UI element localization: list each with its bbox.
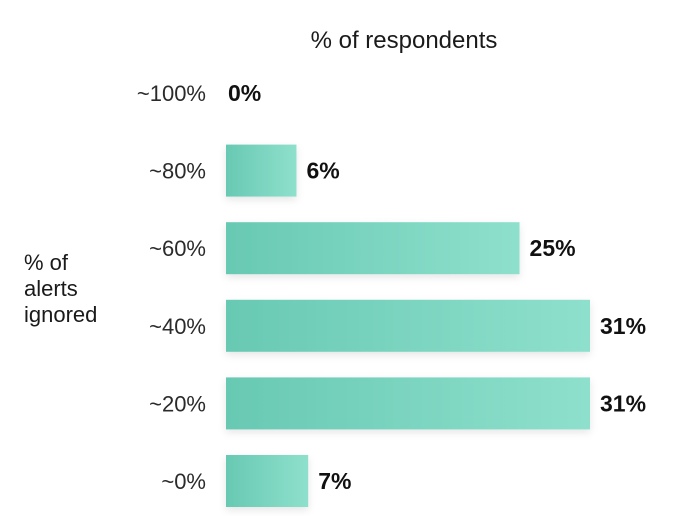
value-label: 25% <box>530 235 576 261</box>
value-label: 31% <box>600 313 646 339</box>
value-label: 6% <box>306 158 339 184</box>
category-label: ~40% <box>149 314 206 339</box>
y-axis-label: % of alerts ignored <box>24 250 97 327</box>
category-label: ~0% <box>161 469 206 494</box>
value-label: 7% <box>318 468 351 494</box>
chart-title: % of respondents <box>311 27 498 54</box>
y-axis-label-line-3: ignored <box>24 302 97 327</box>
category-label: ~80% <box>149 159 206 184</box>
bar <box>226 144 297 197</box>
y-axis-label-line-1: % of <box>24 250 69 275</box>
category-label: ~20% <box>149 391 206 416</box>
category-label: ~60% <box>149 236 206 261</box>
bar <box>226 222 520 275</box>
value-label: 31% <box>600 390 646 416</box>
y-axis-label-line-2: alerts <box>24 276 78 301</box>
bar <box>226 377 590 430</box>
value-label: 0% <box>228 80 261 106</box>
category-label: ~100% <box>137 81 206 106</box>
bar <box>226 455 309 507</box>
bar <box>226 299 590 352</box>
bars-group: ~100% 0% ~80% 6% ~60% 25% ~40% 31% ~20% 31% ~0% 7% <box>137 80 646 507</box>
